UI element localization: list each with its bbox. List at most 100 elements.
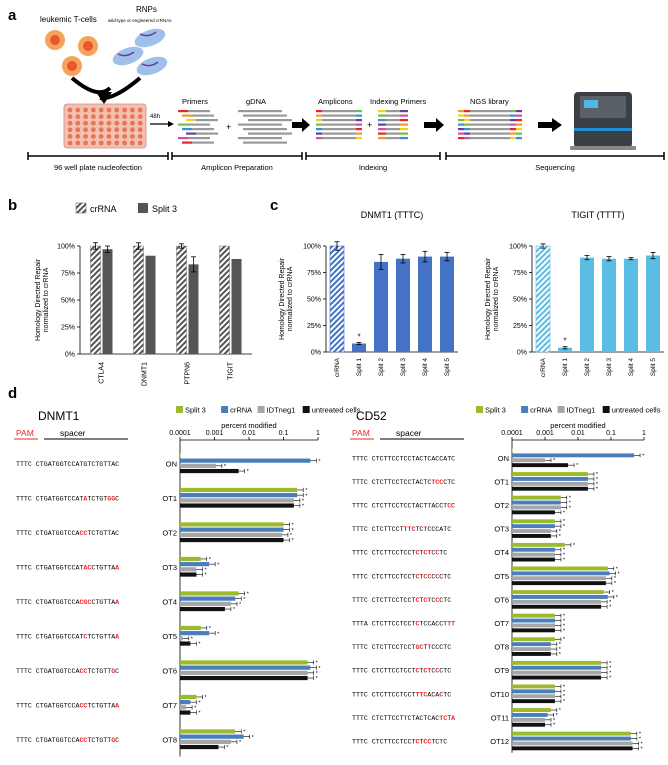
site-label: OT8 [162, 735, 177, 744]
bar-split5 [440, 256, 454, 352]
significance-star: * [239, 602, 242, 608]
site-label: OT9 [494, 666, 509, 675]
legend-swatch [557, 406, 565, 413]
stage-brackets: 96 well plate nucleofection Amplicon Prep… [27, 152, 665, 172]
target-sequence: TTTC CTGATGGTCCATGTCTGTTAC [16, 461, 119, 468]
bar-idtneg1 [512, 670, 602, 675]
legend-label-split3: Split 3 [152, 204, 177, 214]
significance-star: * [233, 607, 236, 613]
significance-star: * [641, 746, 644, 752]
bar-split-3 [512, 590, 604, 594]
site-label: ON [166, 459, 177, 468]
site-label: OT2 [494, 501, 509, 510]
bar-untreated-cells [180, 537, 284, 543]
significance-star: * [563, 684, 566, 690]
bar-crrna [180, 734, 244, 739]
stage-bracket-2: Amplicon Preparation [171, 152, 303, 172]
target-sequence: TTTC CTCTTCCTCCTCTCTCCCTC [352, 668, 451, 675]
site-label: OT8 [494, 643, 509, 652]
significance-star: * [553, 718, 556, 724]
bar-idtneg1 [512, 529, 551, 533]
x-axis-title: percent modified [550, 421, 605, 430]
bar-untreated-cells [180, 503, 294, 508]
y-tick-label: 50% [513, 297, 527, 304]
site-label: OT1 [494, 477, 509, 486]
bar-split-3 [512, 519, 555, 524]
y-tick-label: 75% [61, 271, 75, 278]
y-axis-label: Homology Directed Repairnormalized to cr… [485, 257, 500, 340]
panel-c: c DNMT1 (TTTC) 100% 75% 50% 25% 0% Homology Di… [270, 197, 664, 377]
significance-star: * [609, 676, 612, 682]
bar-split-3 [512, 542, 565, 547]
legend-swatch [521, 406, 529, 413]
significance-star: * [224, 464, 227, 470]
x-tick-label: 0.0001 [169, 430, 191, 437]
bar-crrna [180, 458, 311, 463]
bar-split-3 [512, 731, 631, 736]
significance-star: * [563, 510, 566, 516]
significance-star: * [559, 652, 562, 658]
plus-sign-1: + [226, 122, 231, 132]
bar-split3-tigit [231, 258, 242, 354]
y-tick-label: 0% [65, 352, 75, 359]
stage-bracket-3: Indexing [305, 152, 441, 172]
spacer-label: spacer [60, 428, 86, 438]
panel-d-letter: d [8, 385, 17, 402]
primers-label: Primers [182, 97, 208, 106]
bar-split-3 [180, 625, 201, 631]
stage-label: Indexing [359, 163, 387, 172]
bar-untreated-cells [180, 641, 191, 646]
target-sequence: TTTC CTCTTCCTCCTCTCTCCTC [352, 550, 447, 557]
panel-b-letter: b [8, 197, 17, 214]
significance-star: * [609, 661, 612, 667]
indexing-primers-icon [378, 110, 408, 140]
significance-star: * [596, 487, 599, 493]
y-tick-label: 50% [61, 298, 75, 305]
significance-star: * [616, 566, 619, 572]
bar-untreated-cells [512, 652, 551, 656]
legend-label: untreated cells [312, 406, 361, 415]
significance-star: * [559, 529, 562, 535]
t-cells-icon [45, 30, 98, 76]
bar-split-3 [180, 729, 236, 734]
bar-idtneg1 [512, 552, 555, 557]
target-sequence: TTTC CTGATGGTCCACCTCTGTTGC [16, 668, 119, 675]
site-label: OT3 [162, 563, 177, 572]
significance-star: * [641, 741, 644, 747]
bar-split2 [580, 257, 594, 352]
bar-split2 [374, 261, 388, 352]
target-sequence: TTTC CTGATGGTCCATCTCTGTTAA [16, 633, 119, 640]
x-tick-label: Split 3 [400, 358, 407, 376]
significance-star: * [642, 453, 645, 459]
legend-swatch [257, 406, 265, 413]
significance-star: * [239, 740, 242, 746]
significance-star: * [563, 558, 566, 564]
y-axis-label: Homology Directed Repairnormalized to cr… [35, 258, 50, 341]
x-tick-label: 0.001 [536, 430, 554, 437]
bar-untreated-cells [180, 710, 191, 715]
significance-star: * [569, 505, 572, 511]
bar-idtneg1 [512, 576, 606, 581]
x-tick-label: Split 4 [422, 358, 429, 376]
y-tick-label: 0% [517, 350, 527, 357]
chart-b: 100% 75% 50% 25% 0% Homology Directed Repairn… [35, 242, 252, 386]
y-tick-label: 100% [303, 244, 321, 251]
significance-star: * [609, 671, 612, 677]
chart-d-cd52: CD52 Split 3 crRNA IDTneg1 untreated cells PA… [350, 406, 661, 753]
legend-label: untreated cells [612, 406, 661, 415]
y-tick-label: 0% [311, 350, 321, 357]
stage-label: Amplicon Preparation [201, 163, 273, 172]
significance-star: * [247, 592, 250, 598]
y-tick-label: 25% [307, 323, 321, 330]
panel-b: b crRNA Split 3 100% 75% 50% 25% 0% Homology … [8, 197, 252, 386]
pam-label: PAM [16, 428, 34, 438]
x-tick-label: Split 3 [606, 358, 613, 376]
bar-crrna [512, 571, 610, 576]
significance-star: * [204, 573, 207, 579]
bar-idtneg1 [512, 623, 555, 628]
target-sequence: TTTC CTCTTCCTTTCTCTCCCATC [352, 526, 451, 533]
significance-star: * [563, 623, 566, 629]
significance-star: * [609, 666, 612, 672]
significance-star: * [563, 337, 566, 346]
